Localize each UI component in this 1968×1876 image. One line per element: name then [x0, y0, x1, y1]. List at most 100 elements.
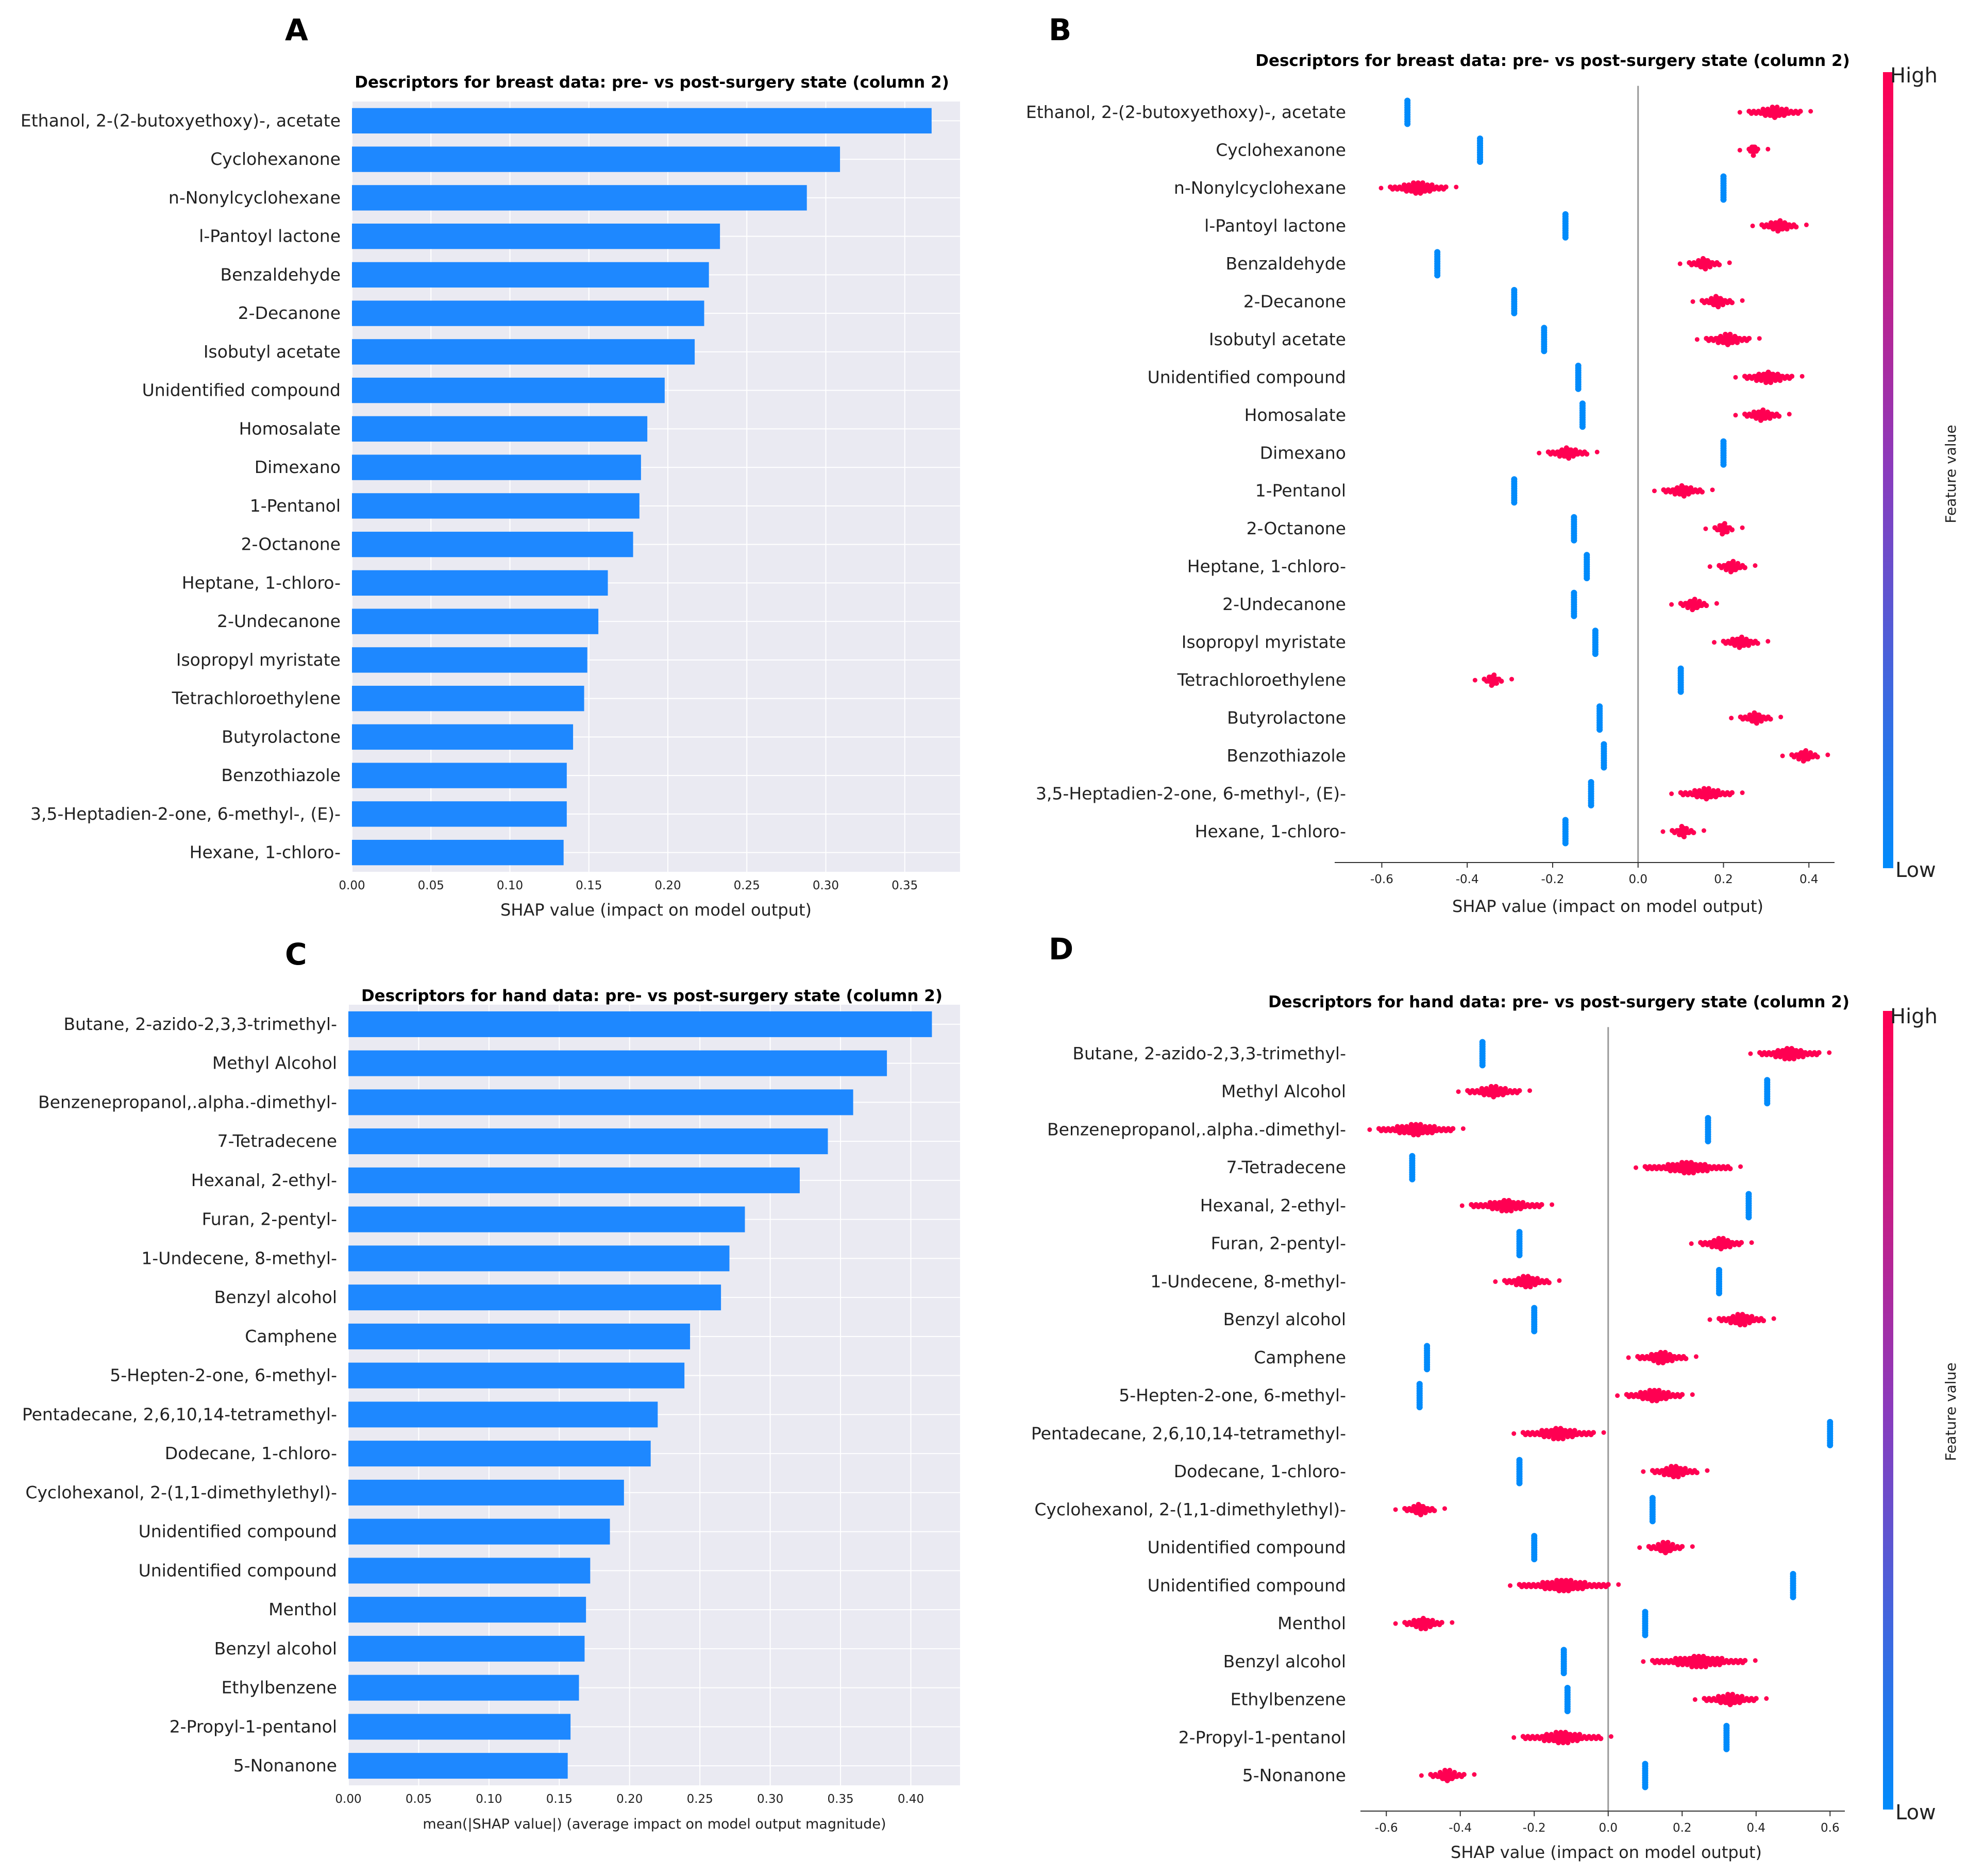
c-bar-1-undecene-8-methyl	[348, 1245, 730, 1272]
d-point-low	[1827, 1442, 1834, 1448]
panel-d-shap-summary: Butane, 2-azido-2,3,3-trimethyl- Methyl A…	[1031, 993, 1959, 1862]
d-high-cluster-benzenepropanol-alpha-dimethyl	[1367, 1122, 1466, 1138]
b-low-cluster-2-octanone	[1571, 514, 1577, 544]
b-feature-label: 2-Octanone	[1247, 518, 1346, 538]
b-point-high	[1494, 681, 1500, 686]
d-point-high	[1439, 1620, 1444, 1626]
c-x-tick-label: 0.30	[757, 1793, 783, 1806]
d-x-tick-label: -0.4	[1449, 1821, 1472, 1835]
b-feature-label: Isopropyl myristate	[1182, 632, 1346, 652]
c-category-label: Hexanal, 2-ethyl-	[191, 1170, 337, 1190]
b-low-cluster-hexane-1-chloro	[1562, 817, 1569, 847]
c-bar-methyl-alcohol	[348, 1050, 887, 1076]
b-point-high	[1677, 261, 1683, 266]
b-feature-label: 2-Undecanone	[1222, 594, 1346, 614]
a-x-tick-label: 0.00	[339, 879, 365, 892]
a-category-label: Isobutyl acetate	[204, 342, 341, 362]
c-bar-unidentified-compound	[348, 1518, 610, 1545]
b-point-low	[1511, 310, 1518, 316]
b-point-high	[1760, 407, 1766, 413]
b-high-cluster-butyrolactone	[1729, 710, 1784, 726]
c-category-label: Unidentified compound	[139, 1560, 337, 1580]
c-bar-unidentified-compound	[348, 1558, 591, 1584]
panel-d-x-axis-label: SHAP value (impact on model output)	[1451, 1843, 1762, 1862]
b-point-low	[1575, 385, 1582, 392]
d-point-high	[1461, 1772, 1467, 1777]
d-point-high	[1690, 1544, 1695, 1549]
b-point-high	[1715, 788, 1721, 793]
c-category-label: Furan, 2-pentyl-	[202, 1209, 337, 1229]
d-x-tick-label: -0.2	[1523, 1821, 1546, 1835]
b-low-cluster-benzaldehyde	[1434, 249, 1441, 279]
b-feature-label: Hexane, 1-chloro-	[1195, 821, 1346, 841]
d-point-high	[1503, 1086, 1508, 1091]
d-point-high	[1442, 1506, 1448, 1511]
b-point-high	[1691, 830, 1696, 835]
a-x-tick-label: 0.15	[576, 879, 602, 892]
d-low-cluster-unidentified-compound	[1790, 1570, 1796, 1600]
d-point-high	[1517, 1088, 1522, 1093]
d-point-high	[1753, 1696, 1759, 1701]
b-point-high	[1774, 105, 1780, 110]
b-point-low	[1404, 121, 1411, 127]
d-point-high	[1637, 1545, 1642, 1550]
d-high-cluster-benzyl-alcohol	[1641, 1653, 1758, 1669]
c-category-label: Benzyl alcohol	[214, 1638, 337, 1659]
d-point-high	[1511, 1431, 1517, 1436]
d-feature-label: Pentadecane, 2,6,10,14-tetramethyl-	[1031, 1423, 1346, 1443]
panel-b-colorbar-title: Feature value	[1942, 425, 1959, 523]
b-high-cluster-dimexano	[1537, 445, 1600, 461]
d-point-high	[1727, 1166, 1733, 1172]
d-high-cluster-benzyl-alcohol	[1707, 1312, 1776, 1328]
d-point-high	[1693, 1354, 1698, 1359]
d-low-cluster-5-nonanone	[1642, 1761, 1649, 1790]
d-point-high	[1418, 1512, 1424, 1517]
d-point-low	[1416, 1404, 1423, 1411]
d-point-low	[1642, 1784, 1649, 1790]
b-high-cluster-l-pantoyl-lactone	[1750, 218, 1809, 234]
d-low-cluster-hexanal-2-ethyl	[1745, 1191, 1752, 1221]
d-point-high	[1666, 1390, 1671, 1395]
d-low-cluster-benzenepropanol-alpha-dimethyl	[1705, 1114, 1711, 1144]
b-point-high	[1509, 677, 1515, 682]
d-point-low	[1705, 1138, 1711, 1144]
d-point-high	[1683, 1356, 1689, 1361]
d-point-high	[1771, 1316, 1776, 1321]
b-point-high	[1797, 109, 1803, 114]
d-high-cluster-5-hepten-2-one-6-methyl	[1615, 1388, 1695, 1404]
b-point-high	[1443, 184, 1449, 190]
a-category-label: Ethanol, 2-(2-butoxyethoxy)-, acetate	[21, 110, 341, 130]
b-x-tick-label: 0.4	[1799, 873, 1819, 886]
d-feature-label: Benzenepropanol,.alpha.-dimethyl-	[1047, 1119, 1346, 1139]
d-point-high	[1690, 1392, 1695, 1397]
d-low-cluster-menthol	[1642, 1609, 1649, 1638]
c-x-tick-label: 0.00	[335, 1793, 361, 1806]
b-point-high	[1768, 380, 1774, 385]
b-point-high	[1780, 753, 1785, 758]
b-point-high	[1681, 834, 1687, 839]
b-high-cluster-cyclohexanone	[1737, 144, 1771, 158]
b-point-low	[1562, 234, 1569, 241]
d-point-high	[1520, 1199, 1526, 1205]
d-feature-label: Methyl Alcohol	[1221, 1081, 1346, 1102]
a-bar-unidentified-compound	[352, 377, 665, 403]
b-point-high	[1717, 262, 1722, 267]
b-high-cluster-n-nonylcyclohexane	[1378, 180, 1459, 196]
b-point-high	[1825, 752, 1830, 757]
b-point-high	[1696, 599, 1702, 604]
b-low-cluster-cyclohexanone	[1477, 135, 1484, 165]
d-point-low	[1560, 1670, 1567, 1677]
b-point-high	[1735, 340, 1740, 345]
d-x-tick-label: 0.0	[1599, 1821, 1618, 1835]
a-bar-2-decanone	[352, 300, 704, 326]
d-point-high	[1546, 1280, 1552, 1286]
d-point-high	[1393, 1507, 1398, 1512]
b-point-high	[1777, 378, 1783, 383]
b-low-cluster-2-decanone	[1511, 286, 1518, 316]
b-high-cluster-unidentified-compound	[1733, 369, 1805, 385]
d-feature-label: Butane, 2-azido-2,3,3-trimethyl-	[1072, 1043, 1346, 1063]
b-high-cluster-hexane-1-chloro	[1660, 824, 1706, 839]
d-point-low	[1531, 1328, 1538, 1334]
b-point-high	[1808, 109, 1813, 114]
b-point-low	[1477, 158, 1484, 165]
